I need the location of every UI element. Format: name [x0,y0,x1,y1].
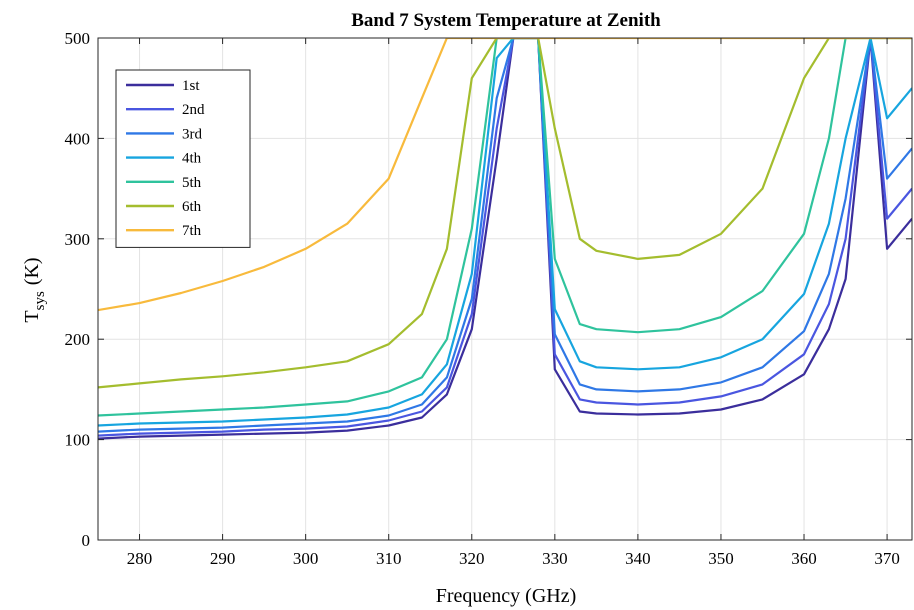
x-tick-label: 360 [791,549,817,568]
y-axis-label-unit: (K) [21,257,43,285]
legend: 1st 2nd 3rd 4th 5th 6th 7th [115,69,251,248]
legend-label-5th: 5th [182,175,202,191]
ticks: 280 290 300 310 320 330 340 350 360 370 0 100 200 300… [65,29,912,568]
x-tick-label: 330 [542,549,568,568]
y-tick-label: 500 [65,29,91,48]
series-layer [98,38,912,440]
legend-label-3rd: 3rd [182,126,202,142]
legend-label-7th: 7th [182,223,202,239]
x-tick-label: 280 [127,549,153,568]
y-tick-label: 200 [65,330,91,349]
x-tick-label: 290 [210,549,236,568]
series-line-5th [98,38,912,417]
legend-label-2nd: 2nd [182,102,205,118]
y-axis-label: Tsys (K) [21,257,48,322]
series-line-2nd [98,38,912,437]
y-tick-label: 300 [65,230,91,249]
svg-text:Tsys(K): Tsys (K) [21,257,48,322]
series-line-7th [98,38,912,312]
series-line-6th [98,38,912,389]
x-axis-label: Frequency (GHz) [436,585,577,607]
x-tick-label: 320 [459,549,485,568]
legend-label-6th: 6th [182,199,202,215]
x-tick-label: 310 [376,549,402,568]
x-tick-label: 370 [874,549,900,568]
plot-frame [97,37,913,541]
series-line-1st [98,38,912,440]
chart-title: Band 7 System Temperature at Zenith [351,10,661,31]
y-tick-label: 400 [65,129,91,148]
y-tick-label: 0 [82,531,91,550]
y-axis-label-sub: sys [32,291,48,310]
x-tick-label: 350 [708,549,734,568]
legend-label-4th: 4th [182,151,202,167]
x-tick-label: 300 [293,549,319,568]
y-tick-label: 100 [65,431,91,450]
y-axis-label-main: T [21,310,43,322]
series-line-4th [98,38,912,427]
legend-label-1st: 1st [182,78,200,94]
x-tick-label: 340 [625,549,651,568]
series-line-3rd [98,38,912,433]
